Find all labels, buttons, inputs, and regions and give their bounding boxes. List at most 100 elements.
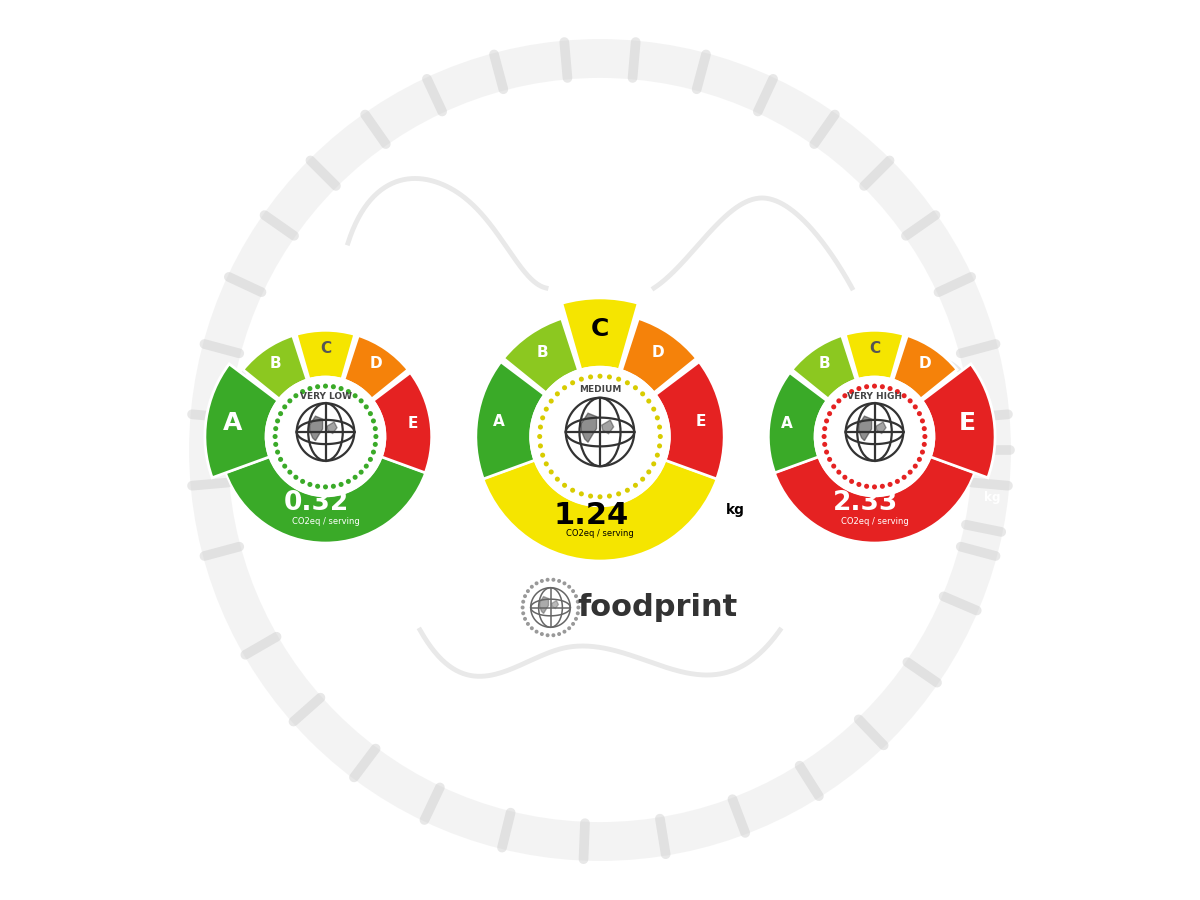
- Circle shape: [557, 632, 562, 636]
- Circle shape: [842, 475, 847, 480]
- Circle shape: [815, 377, 934, 496]
- Circle shape: [658, 434, 662, 439]
- Circle shape: [827, 411, 832, 416]
- Text: C: C: [590, 317, 610, 340]
- Polygon shape: [876, 422, 886, 434]
- Circle shape: [275, 450, 280, 454]
- Circle shape: [274, 442, 278, 447]
- Text: foodprint: foodprint: [577, 593, 738, 622]
- Text: A: A: [781, 416, 793, 431]
- Circle shape: [296, 403, 354, 461]
- Circle shape: [607, 374, 612, 380]
- Circle shape: [552, 578, 556, 581]
- Text: kg: kg: [984, 491, 1001, 504]
- Circle shape: [655, 415, 660, 420]
- Circle shape: [822, 442, 827, 447]
- Circle shape: [850, 479, 854, 484]
- Circle shape: [278, 411, 283, 416]
- Circle shape: [523, 616, 527, 621]
- Circle shape: [920, 450, 925, 454]
- Polygon shape: [601, 420, 613, 434]
- Circle shape: [563, 630, 566, 634]
- Circle shape: [658, 444, 662, 448]
- Circle shape: [824, 450, 829, 454]
- Text: CO2eq / serving: CO2eq / serving: [566, 529, 634, 538]
- Circle shape: [548, 470, 553, 474]
- Circle shape: [568, 626, 571, 630]
- Circle shape: [538, 444, 542, 448]
- Circle shape: [822, 426, 827, 431]
- Circle shape: [266, 377, 385, 496]
- Circle shape: [530, 626, 534, 630]
- Circle shape: [373, 426, 378, 431]
- Circle shape: [275, 418, 280, 423]
- Circle shape: [521, 611, 526, 616]
- Circle shape: [864, 384, 869, 389]
- Wedge shape: [226, 457, 425, 543]
- Text: C: C: [320, 341, 331, 356]
- Circle shape: [521, 606, 524, 609]
- Wedge shape: [562, 298, 638, 370]
- Text: E: E: [696, 414, 707, 429]
- Text: CO2eq / serving: CO2eq / serving: [292, 517, 359, 526]
- Text: VERY HIGH: VERY HIGH: [847, 392, 902, 400]
- Circle shape: [364, 464, 368, 469]
- Circle shape: [293, 475, 299, 480]
- Circle shape: [570, 381, 575, 385]
- Circle shape: [901, 475, 907, 480]
- Circle shape: [857, 482, 862, 487]
- Circle shape: [578, 491, 584, 497]
- Wedge shape: [504, 319, 578, 393]
- Circle shape: [647, 470, 652, 474]
- Circle shape: [640, 392, 646, 396]
- Circle shape: [540, 632, 544, 636]
- Circle shape: [373, 434, 378, 439]
- Wedge shape: [205, 364, 278, 478]
- Text: 0.32: 0.32: [284, 491, 349, 517]
- Text: B: B: [270, 356, 281, 372]
- Circle shape: [563, 581, 566, 585]
- Polygon shape: [552, 600, 558, 608]
- Circle shape: [828, 391, 920, 482]
- Circle shape: [913, 404, 918, 410]
- Text: C: C: [869, 341, 880, 356]
- Polygon shape: [540, 597, 548, 614]
- Circle shape: [523, 594, 527, 598]
- Circle shape: [278, 457, 283, 462]
- Circle shape: [888, 482, 893, 487]
- Circle shape: [907, 399, 913, 403]
- Circle shape: [534, 630, 539, 634]
- Wedge shape: [242, 336, 307, 399]
- Circle shape: [552, 634, 556, 637]
- Circle shape: [920, 418, 925, 423]
- Circle shape: [824, 418, 829, 423]
- Text: VERY LOW: VERY LOW: [300, 392, 352, 400]
- Circle shape: [338, 386, 343, 391]
- Text: MEDIUM: MEDIUM: [578, 385, 622, 394]
- Circle shape: [530, 585, 534, 589]
- Circle shape: [544, 462, 548, 466]
- Text: E: E: [959, 410, 976, 435]
- Circle shape: [331, 384, 336, 389]
- Text: A: A: [493, 414, 505, 429]
- Text: A: A: [223, 410, 242, 435]
- Circle shape: [578, 376, 584, 382]
- Circle shape: [576, 611, 580, 616]
- Circle shape: [346, 479, 350, 484]
- Polygon shape: [310, 416, 323, 441]
- Circle shape: [359, 470, 364, 474]
- Wedge shape: [622, 319, 696, 393]
- Circle shape: [607, 493, 612, 499]
- Wedge shape: [768, 373, 827, 472]
- Circle shape: [655, 453, 660, 458]
- Circle shape: [554, 392, 560, 396]
- Circle shape: [880, 384, 884, 389]
- Circle shape: [346, 389, 350, 394]
- Circle shape: [373, 442, 378, 447]
- Circle shape: [548, 399, 553, 403]
- Wedge shape: [792, 336, 856, 399]
- Wedge shape: [476, 362, 545, 479]
- Circle shape: [371, 418, 376, 423]
- Text: D: D: [918, 356, 931, 372]
- Circle shape: [272, 434, 277, 439]
